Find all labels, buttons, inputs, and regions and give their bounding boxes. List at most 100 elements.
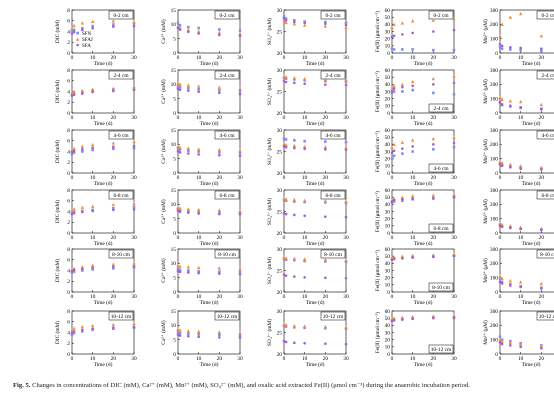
y-tick-label: 300 <box>490 309 498 315</box>
x-axis-label: Time (d) <box>414 60 433 67</box>
data-point-sfn <box>509 282 512 286</box>
data-point-sfa <box>132 325 136 329</box>
y-tick-label: 0 <box>387 231 390 237</box>
y-tick-label: 30 <box>277 309 283 315</box>
data-point-sfaj <box>431 193 436 197</box>
x-axis-label: Time (d) <box>200 180 219 187</box>
x-tick-label: 30 <box>237 55 243 61</box>
data-point-sfaj <box>111 86 116 90</box>
x-tick-label: 10 <box>90 55 96 61</box>
data-point-sfaj <box>302 23 307 27</box>
data-point-sfaj <box>217 30 222 35</box>
x-tick-label: 30 <box>343 55 349 61</box>
x-tick-label: 10 <box>518 356 524 362</box>
data-point-sfn <box>132 146 136 150</box>
y-tick-label: 60 <box>385 128 391 134</box>
data-point-sfaj <box>90 142 95 147</box>
panel-0-4: 0 2 4 6 8 0 10 20 30 Time (d) DIC (mM) 8-10 cm <box>54 247 137 306</box>
data-point-sfa <box>432 255 435 259</box>
depth-label-box <box>428 10 454 20</box>
data-point-sfa <box>500 225 504 228</box>
x-axis-label: Time (d) <box>522 180 541 187</box>
data-point-sfaj <box>284 142 288 147</box>
data-point-sfaj <box>539 343 544 348</box>
x-tick-label: 0 <box>177 55 180 61</box>
y-axis-label: Ca²⁺ (mM) <box>160 199 167 224</box>
data-point-sfn <box>238 334 242 337</box>
data-point-sfa <box>70 269 74 273</box>
y-axis-label: Ca²⁺ (mM) <box>160 79 167 104</box>
data-point-sfa <box>500 44 504 48</box>
x-tick-label: 30 <box>343 115 349 121</box>
data-point-sfaj <box>431 136 436 141</box>
depth-label-box <box>536 10 554 20</box>
data-point-sfaj <box>452 192 456 196</box>
data-point-sfn <box>432 91 435 95</box>
data-point-sfaj <box>392 316 396 320</box>
y-tick-label: 10 <box>385 104 391 110</box>
y-tick-label: 300 <box>490 68 498 74</box>
y-tick-label: 2 <box>67 279 70 285</box>
x-tick-label: 10 <box>518 235 524 241</box>
data-point-sfaj <box>410 253 415 258</box>
x-tick-label: 0 <box>283 356 286 362</box>
data-point-sfaj <box>400 195 405 199</box>
data-point-sfaj <box>518 11 523 16</box>
y-tick-label: 10 <box>171 142 177 148</box>
y-tick-label: 0 <box>67 231 70 237</box>
depth-label-box <box>108 311 134 321</box>
data-point-sfa <box>432 196 435 200</box>
data-point-sfa <box>519 285 522 289</box>
x-tick-label: 0 <box>71 356 74 362</box>
x-axis-label: Time (d) <box>306 180 325 187</box>
data-point-sfa <box>81 92 84 95</box>
y-axis-label: SO₄²⁻ (mM) <box>266 18 273 45</box>
data-point-sfaj <box>508 340 513 345</box>
y-tick-label: 50 <box>385 15 391 21</box>
x-axis-label: Time (d) <box>200 120 219 127</box>
data-point-sfaj <box>390 86 394 91</box>
depth-label: 10-12 cm <box>111 314 132 320</box>
depth-label: 4-6 cm <box>541 133 554 139</box>
data-point-sfa <box>324 148 327 151</box>
data-point-sfn <box>91 268 94 271</box>
x-axis-label: Time (d) <box>522 120 541 127</box>
depth-label: 4-6 cm <box>325 133 341 139</box>
y-tick-label: 50 <box>385 254 391 260</box>
data-point-sfa <box>187 271 190 274</box>
depth-label-box <box>428 103 454 113</box>
data-point-sfn <box>411 150 414 153</box>
plot-frame <box>499 310 554 355</box>
y-axis-label: Ca²⁺ (mM) <box>160 258 167 283</box>
depth-label: 10-12 cm <box>323 314 344 320</box>
data-point-sfaj <box>111 262 116 266</box>
x-tick-label: 0 <box>177 356 180 362</box>
x-tick-label: 30 <box>451 55 457 61</box>
y-tick-label: 30 <box>277 128 283 134</box>
data-point-sfn <box>218 210 221 214</box>
data-point-sfn <box>72 270 76 273</box>
data-point-sfn <box>238 211 242 214</box>
data-point-sfa <box>293 20 296 24</box>
y-axis-label: SO₄²⁻ (mM) <box>266 319 273 346</box>
data-point-sfn <box>178 24 182 27</box>
data-point-sfa <box>176 333 180 337</box>
data-point-sfn <box>392 48 396 51</box>
y-tick-label: 0 <box>67 352 70 358</box>
data-point-sfa <box>197 153 200 156</box>
depth-label: 4-6 cm <box>433 166 449 172</box>
data-point-sfa <box>176 209 180 213</box>
y-tick-label: 4 <box>67 149 70 155</box>
panel-2-3: 20 25 30 0 10 20 30 Time (d) SO₄²⁻ (mM) 6-8 cm <box>266 188 349 247</box>
y-tick-label: 100 <box>490 96 498 102</box>
data-point-sfaj <box>72 326 76 330</box>
data-point-sfaj <box>498 95 502 99</box>
data-point-sfn <box>197 87 200 91</box>
depth-label-box <box>428 223 454 233</box>
y-tick-label: 20 <box>385 96 391 102</box>
data-point-sfn <box>390 47 394 50</box>
data-point-sfa <box>282 79 286 83</box>
y-tick-label: 6 <box>67 19 70 25</box>
depth-label: 0-2 cm <box>433 13 449 19</box>
depth-label: 0-2 cm <box>219 13 235 19</box>
